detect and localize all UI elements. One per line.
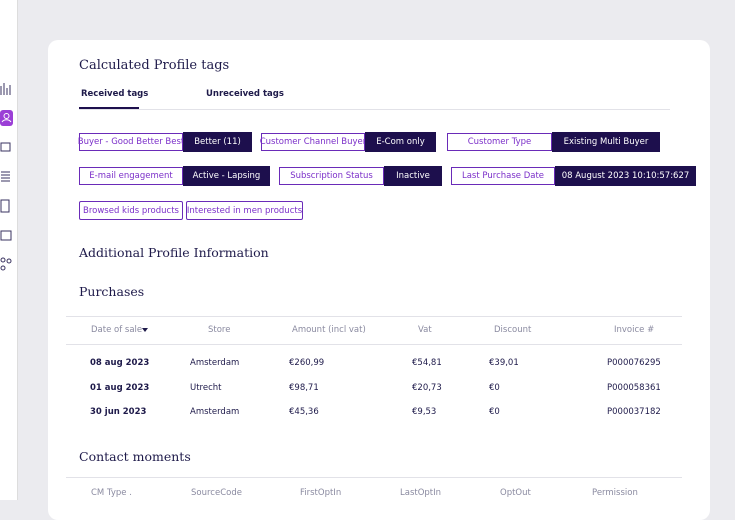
table-cell: Amsterdam: [190, 407, 240, 417]
tab[interactable]: Received tags: [81, 89, 149, 99]
tag-value: 08 August 2023 10:10:57:627: [555, 166, 696, 186]
plain-tag: Interested in men products: [186, 201, 303, 220]
sidebar: [0, 0, 18, 500]
column-header: Permission: [592, 488, 638, 498]
tag-label: Customer Type: [447, 133, 552, 151]
column-header: Store: [208, 325, 231, 335]
icon-ticket[interactable]: [0, 142, 11, 152]
table-cell: €98,71: [289, 382, 319, 393]
table-cell: Amsterdam: [190, 358, 240, 368]
section-title: Purchases: [79, 284, 145, 299]
table-cell: 08 aug 2023: [90, 358, 150, 368]
profile-card: [48, 40, 710, 520]
icon-branch[interactable]: [0, 257, 6, 263]
column-header: FirstOptIn: [300, 488, 342, 498]
tag-label: Customer Channel Buyer: [260, 133, 366, 151]
column-header: CM Type .: [91, 488, 132, 498]
tab[interactable]: Unreceived tags: [206, 89, 284, 99]
tag-label: Buyer - Good Better Best: [78, 133, 184, 151]
table-cell: 30 jun 2023: [90, 407, 147, 417]
column-header: SourceCode: [191, 488, 242, 498]
table-cell: €39,01: [489, 358, 519, 368]
table-cell: €54,81: [412, 358, 442, 368]
section-title: Additional Profile Information: [79, 245, 269, 260]
table-line: [66, 477, 682, 478]
icon-chart[interactable]: [0, 83, 11, 95]
table-cell: 01 aug 2023: [90, 382, 150, 393]
table-cell: €45,36: [289, 407, 319, 417]
tabs-divider: [79, 109, 670, 110]
table-cell: €0: [489, 407, 500, 417]
tag-value: E-Com only: [365, 132, 436, 152]
table-cell: €260,99: [289, 358, 325, 368]
sidebar-icons: [0, 83, 13, 271]
table-cell: P000076295: [607, 358, 661, 368]
section-title: Contact moments: [79, 449, 191, 464]
tag-value: Existing Multi Buyer: [552, 132, 660, 152]
icon-calendar[interactable]: [0, 230, 12, 241]
table-line: [66, 344, 682, 345]
table-cell: Utrecht: [190, 382, 222, 393]
table-cell: P000037182: [607, 407, 661, 417]
column-header[interactable]: Date of sale: [91, 325, 143, 335]
icon-clipboard[interactable]: [0, 199, 10, 213]
tag-label: Last Purchase Date: [451, 167, 555, 185]
column-header: Invoice #: [614, 325, 655, 335]
tag-value: Inactive: [384, 166, 442, 186]
table-cell: P000058361: [607, 382, 661, 393]
table-cell: €0: [489, 382, 500, 393]
page: Calculated Profile tags Received tags Unre…: [0, 0, 710, 520]
sort-arrow: [142, 328, 148, 332]
column-header: OptOut: [500, 488, 531, 498]
tag-label: E-mail engagement: [79, 167, 183, 185]
tag-label: Subscription Status: [279, 167, 384, 185]
card-title: Calculated Profile tags: [79, 58, 230, 73]
table-cell: €9,53: [412, 407, 437, 417]
plain-tag: Browsed kids products: [79, 201, 183, 220]
tab-underline: [79, 107, 139, 109]
icon-list[interactable]: [1, 171, 10, 182]
tag-value: Better (11): [183, 132, 252, 152]
column-header: Amount (incl vat): [292, 325, 366, 335]
column-header: Vat: [418, 325, 432, 335]
tag-value: Active - Lapsing: [183, 166, 270, 186]
column-header: LastOptIn: [400, 488, 442, 498]
table-line: [66, 316, 682, 317]
table-cell: €20,73: [412, 382, 442, 393]
column-header: Discount: [494, 325, 532, 335]
